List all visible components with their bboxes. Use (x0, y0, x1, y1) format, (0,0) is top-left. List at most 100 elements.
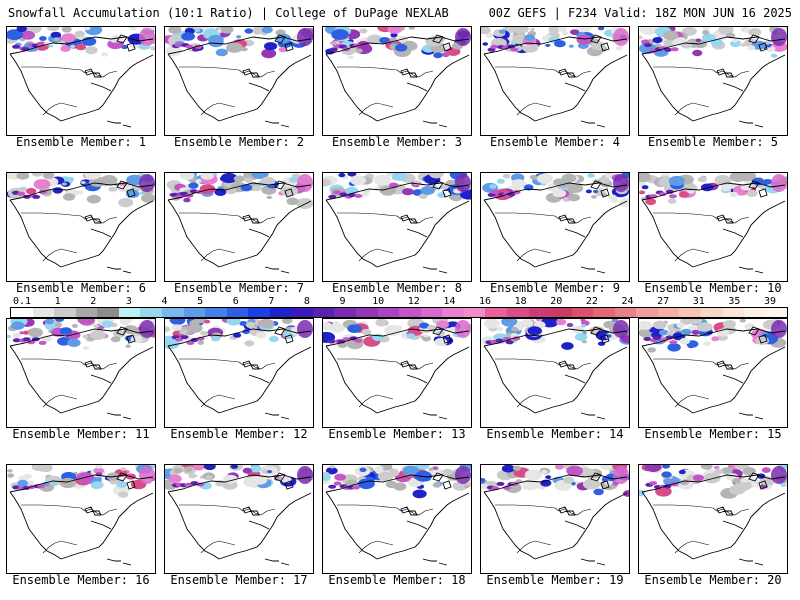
great-lakes (716, 68, 734, 78)
snowfall-patch (7, 29, 24, 41)
snowfall-patch (255, 331, 267, 339)
snowfall-patch (658, 192, 667, 197)
snowfall-patch (391, 173, 407, 181)
snowfall-patch (496, 481, 505, 486)
snowfall-patch (366, 34, 383, 45)
state-borders (21, 212, 118, 262)
snowfall-map (165, 465, 313, 566)
snowfall-patch (194, 28, 200, 32)
snowfall-patch (502, 173, 511, 179)
state-borders (495, 358, 592, 408)
colorbar-swatch (420, 308, 443, 317)
islands (738, 326, 768, 420)
snowfall-patch (281, 319, 293, 324)
snowfall-patch (50, 31, 62, 39)
snowfall-patch (184, 467, 193, 473)
coastline (325, 182, 470, 268)
colorbar-swatch (377, 308, 400, 317)
snowfall-patch (123, 325, 138, 335)
snowfall-patch (197, 340, 205, 345)
colorbar-swatch (161, 308, 184, 317)
snowfall-patch (613, 466, 629, 484)
colorbar-tick-label: 39 (763, 296, 777, 307)
ensemble-member-map (480, 172, 630, 282)
snowfall-patch (51, 481, 59, 486)
snowfall-patch (261, 48, 277, 59)
snowfall-patch (703, 341, 711, 346)
snowfall-patch (593, 488, 604, 496)
state-borders (21, 504, 118, 554)
snowfall-patch (253, 30, 261, 35)
snowfall-patch (678, 191, 690, 198)
snowfall-patch (31, 173, 43, 177)
snowfall-patch (348, 55, 354, 60)
snowfall-patch (32, 194, 41, 199)
snowfall-patch (780, 482, 787, 487)
coastline (641, 36, 786, 122)
colorbar-swatch (248, 308, 270, 317)
snowfall-patch (359, 467, 367, 472)
snowfall-patch (71, 323, 79, 328)
snowfall-patch (764, 40, 771, 45)
colorbar-swatch (506, 308, 529, 317)
colorbar-swatch (636, 308, 658, 317)
snowfall-patch (421, 335, 432, 342)
great-lakes (242, 214, 260, 224)
snowfall-patch (173, 468, 183, 474)
snowfall-patch (139, 466, 155, 484)
snowfall-patch (571, 325, 585, 334)
islands (422, 34, 452, 128)
colorbar-swatch (11, 308, 33, 317)
colorbar-tick-label: 10 (372, 296, 385, 307)
snowfall-patch (510, 47, 519, 52)
snowfall-patch (545, 475, 552, 480)
snowfall-patch (613, 174, 629, 192)
snowfall-patch (387, 27, 403, 34)
snowfall-patch (375, 465, 384, 471)
snowfall-patch (330, 41, 337, 46)
snowfall-map (7, 173, 155, 274)
snowfall-patch (53, 37, 60, 42)
colorbar-swatch (657, 308, 680, 317)
great-lakes (558, 68, 576, 78)
snowfall-patch (652, 37, 663, 44)
colorbar-tick-label: 1 (54, 296, 61, 307)
ensemble-member-label: Ensemble Member: 19 (486, 573, 624, 587)
snowfall-patch (243, 177, 253, 183)
colorbar-swatch (140, 308, 162, 317)
state-borders (179, 358, 276, 408)
islands (106, 326, 136, 420)
snowfall-patch (771, 174, 787, 192)
colorbar-swatch (485, 308, 507, 317)
great-lakes (558, 360, 576, 370)
snowfall-patch (771, 320, 787, 338)
colorbar-tick-label: 6 (232, 296, 239, 307)
snowfall-patch (186, 340, 195, 345)
snowfall-patch (233, 332, 242, 338)
snowfall-patch (653, 320, 667, 330)
snowfall-patch (211, 335, 220, 342)
snowfall-patch (455, 28, 471, 46)
colorbar-swatch (614, 308, 637, 317)
colorbar-tick-label: 22 (585, 296, 598, 307)
snowfall-patch (329, 47, 338, 52)
snowfall-patch (706, 468, 714, 473)
state-borders (179, 504, 276, 554)
snowfall-patch (329, 323, 345, 333)
snowfall-patch (676, 322, 686, 328)
ensemble-member-map (322, 172, 472, 282)
snowfall-patch (667, 343, 681, 352)
ensemble-member-label: Ensemble Member: 4 (489, 135, 621, 149)
snowfall-patch (702, 27, 711, 30)
ensemble-member-label: Ensemble Member: 8 (331, 281, 463, 295)
snowfall-patch (557, 179, 571, 188)
ensemble-member-map (638, 318, 788, 428)
snowfall-patch (286, 197, 299, 206)
snowfall-patch (323, 322, 333, 331)
islands (106, 34, 136, 128)
ensemble-member-label: Ensemble Member: 20 (644, 573, 782, 587)
ensemble-member-map (480, 464, 630, 574)
islands (264, 180, 294, 274)
coastline (483, 182, 628, 268)
snowfall-patch (667, 198, 677, 204)
